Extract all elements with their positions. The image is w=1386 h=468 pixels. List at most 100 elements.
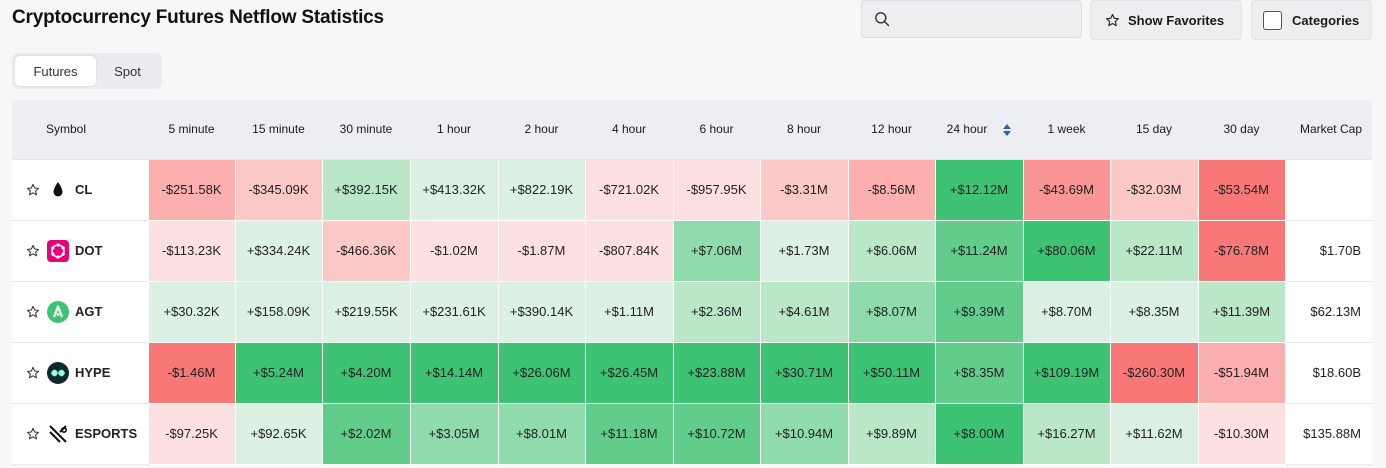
sort-icon: [1003, 124, 1012, 137]
netflow-cell: +$26.45M: [584, 341, 674, 404]
table-row[interactable]: AGT +$30.32K +$158.09K +$219.55K +$231.61K +$…: [12, 280, 1372, 343]
netflow-cell: -$113.23K: [147, 219, 236, 282]
market-type-tabs: Futures Spot: [12, 53, 162, 89]
netflow-cell: +$12.12M: [934, 158, 1024, 221]
netflow-cell: +$334.24K: [234, 219, 323, 282]
netflow-cell: +$822.19K: [497, 158, 586, 221]
agt-logo-icon: [47, 300, 69, 323]
column-header-symbol[interactable]: Symbol: [12, 100, 148, 160]
symbol-name[interactable]: CL: [75, 182, 93, 197]
column-header-period[interactable]: 12 hour: [848, 100, 935, 160]
netflow-cell: -$10.30M: [1197, 402, 1286, 465]
netflow-cell: +$8.01M: [497, 402, 586, 465]
column-header-period[interactable]: 1 hour: [410, 100, 498, 160]
column-header-period[interactable]: 15 minute: [235, 100, 322, 160]
table-row[interactable]: HYPE -$1.46M +$5.24M +$4.20M +$14.14M +$26.06…: [12, 341, 1372, 404]
netflow-cell: +$4.20M: [321, 341, 411, 404]
symbol-name[interactable]: ESPORTS: [75, 426, 138, 441]
search-input[interactable]: [898, 7, 1074, 31]
column-header-label: 24 hour: [946, 122, 988, 137]
netflow-cell: +$50.11M: [847, 341, 936, 404]
netflow-cell: +$413.32K: [409, 158, 499, 221]
netflow-cell: +$109.19M: [1022, 341, 1111, 404]
star-outline-icon: [1106, 13, 1119, 26]
netflow-cell: -$260.30M: [1109, 341, 1199, 404]
netflow-cell: -$251.58K: [147, 158, 236, 221]
netflow-cell: +$7.06M: [672, 219, 761, 282]
column-header-period[interactable]: 6 hour: [673, 100, 760, 160]
categories-label: Categories: [1292, 12, 1360, 28]
show-favorites-label: Show Favorites: [1128, 12, 1225, 28]
netflow-cell: +$8.70M: [1022, 280, 1111, 343]
column-header-market-cap[interactable]: Market Cap: [1285, 100, 1372, 160]
market-cap-cell: $135.88M: [1285, 403, 1372, 465]
netflow-cell: -$32.03M: [1109, 158, 1199, 221]
symbol-name[interactable]: AGT: [75, 304, 103, 319]
column-header-period[interactable]: 8 hour: [760, 100, 848, 160]
market-cap-cell: [1285, 159, 1372, 221]
hype-logo-icon: [47, 361, 69, 384]
show-favorites-button[interactable]: Show Favorites: [1090, 0, 1242, 40]
dot-logo-icon: [47, 239, 69, 262]
netflow-cell: -$43.69M: [1022, 158, 1111, 221]
page-title: Cryptocurrency Futures Netflow Statistic…: [12, 7, 384, 28]
netflow-cell: -$76.78M: [1197, 219, 1286, 282]
favorite-star-icon[interactable]: [26, 305, 40, 319]
netflow-cell: -$466.36K: [321, 219, 411, 282]
netflow-table: Symbol 5 minute 15 minute 30 minute 1 ho…: [12, 100, 1372, 465]
netflow-cell: -$721.02K: [584, 158, 674, 221]
netflow-cell: +$14.14M: [409, 341, 499, 404]
table-row[interactable]: CL -$251.58K -$345.09K +$392.15K +$413.32K +$…: [12, 158, 1372, 221]
table-row[interactable]: ESPORTS -$97.25K +$92.65K +$2.02M +$3.05M +$8…: [12, 402, 1372, 465]
netflow-cell: +$2.36M: [672, 280, 761, 343]
table-header-row: Symbol 5 minute 15 minute 30 minute 1 ho…: [12, 100, 1372, 160]
market-cap-cell: $18.60B: [1285, 342, 1372, 404]
netflow-cell: -$1.46M: [147, 341, 236, 404]
symbol-cell: CL: [12, 159, 148, 221]
netflow-cell: +$158.09K: [234, 280, 323, 343]
netflow-cell: -$807.84K: [584, 219, 674, 282]
favorite-star-icon[interactable]: [26, 427, 40, 441]
column-header-24-hour-sorted[interactable]: 24 hour: [935, 100, 1023, 160]
netflow-cell: +$6.06M: [847, 219, 936, 282]
netflow-cell: +$8.07M: [847, 280, 936, 343]
netflow-cell: +$11.24M: [934, 219, 1024, 282]
netflow-cell: -$97.25K: [147, 402, 236, 465]
column-header-period[interactable]: 15 day: [1110, 100, 1198, 160]
table-row[interactable]: DOT -$113.23K +$334.24K -$466.36K -$1.02M -$1…: [12, 219, 1372, 282]
favorite-star-icon[interactable]: [26, 366, 40, 380]
netflow-cell: +$11.39M: [1197, 280, 1286, 343]
netflow-cell: +$16.27M: [1022, 402, 1111, 465]
column-header-period[interactable]: 1 week: [1023, 100, 1110, 160]
netflow-cell: +$8.35M: [934, 341, 1024, 404]
categories-checkbox[interactable]: [1263, 10, 1282, 30]
esports-logo-icon: [47, 423, 69, 445]
column-header-period[interactable]: 5 minute: [148, 100, 235, 160]
netflow-cell: +$26.06M: [497, 341, 586, 404]
netflow-cell: +$219.55K: [321, 280, 411, 343]
netflow-cell: +$9.89M: [847, 402, 936, 465]
column-header-period[interactable]: 4 hour: [585, 100, 673, 160]
symbol-cell: ESPORTS: [12, 403, 148, 465]
netflow-cell: +$8.00M: [934, 402, 1024, 465]
search-icon: [875, 12, 890, 27]
netflow-cell: +$8.35M: [1109, 280, 1199, 343]
search-box[interactable]: [861, 0, 1082, 38]
netflow-cell: +$1.73M: [759, 219, 849, 282]
market-cap-cell: $62.13M: [1285, 281, 1372, 343]
symbol-name[interactable]: HYPE: [75, 365, 111, 380]
column-header-period[interactable]: 30 minute: [322, 100, 410, 160]
column-header-period[interactable]: 2 hour: [498, 100, 585, 160]
tab-futures[interactable]: Futures: [15, 56, 96, 86]
netflow-cell: +$11.18M: [584, 402, 674, 465]
table-body: CL -$251.58K -$345.09K +$392.15K +$413.32K +$…: [12, 158, 1372, 465]
column-header-period[interactable]: 30 day: [1198, 100, 1285, 160]
netflow-cell: +$10.72M: [672, 402, 761, 465]
favorite-star-icon[interactable]: [26, 244, 40, 258]
netflow-cell: +$10.94M: [759, 402, 849, 465]
categories-button[interactable]: Categories: [1251, 0, 1372, 40]
favorite-star-icon[interactable]: [26, 183, 40, 197]
cl-logo-icon: [47, 179, 69, 201]
tab-spot[interactable]: Spot: [114, 63, 141, 79]
symbol-name[interactable]: DOT: [75, 243, 103, 258]
